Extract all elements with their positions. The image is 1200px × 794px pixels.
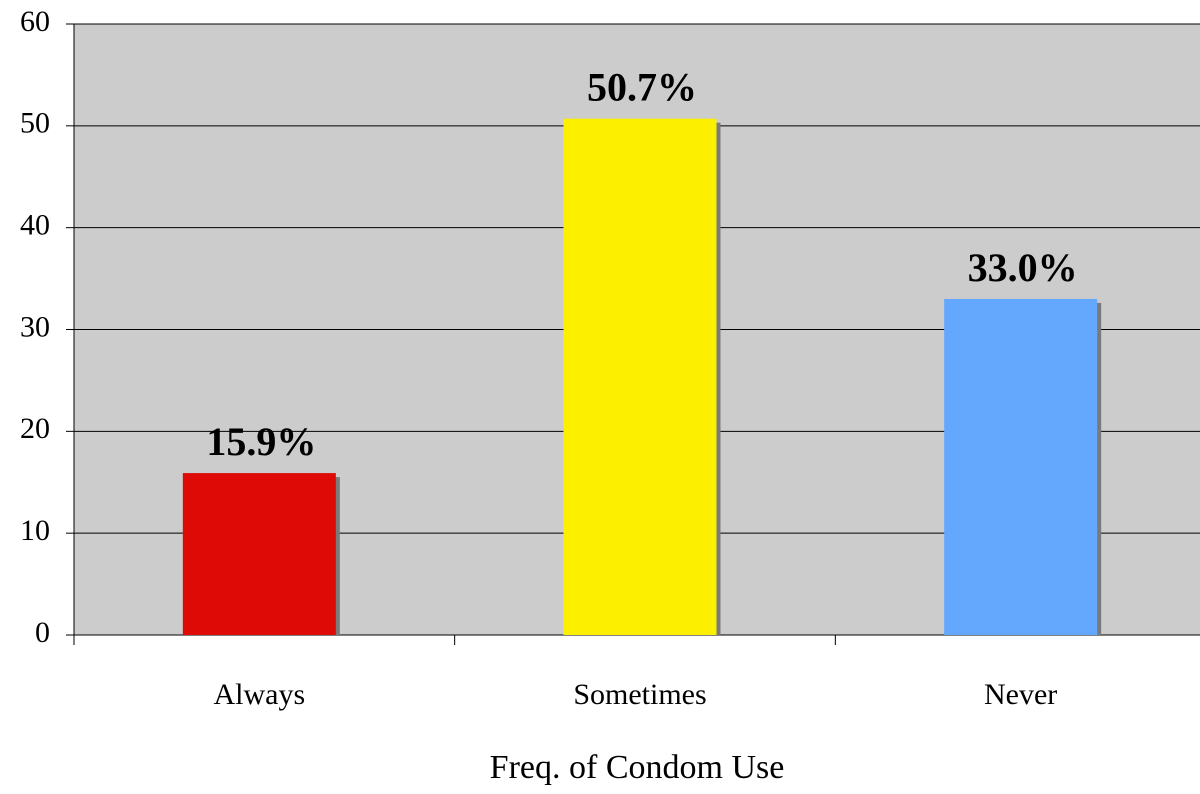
x-tick-label: Always <box>214 678 306 711</box>
y-tick-label: 0 <box>35 616 50 649</box>
x-tick-label: Never <box>984 678 1057 711</box>
bar <box>563 118 717 635</box>
value-label: 15.9% <box>206 419 316 464</box>
y-tick-label: 50 <box>20 107 50 140</box>
x-axis-title: Freq. of Condom Use <box>490 749 785 786</box>
x-tick-label: Sometimes <box>573 678 706 711</box>
value-label: 50.7% <box>587 65 697 110</box>
y-tick-label: 10 <box>20 514 50 547</box>
y-tick-label: 30 <box>20 310 50 343</box>
y-tick-label: 40 <box>20 209 50 242</box>
bar <box>944 298 1098 635</box>
y-tick-label: 20 <box>20 412 50 445</box>
y-tick-label: 60 <box>20 5 50 38</box>
bar <box>182 473 336 635</box>
value-label: 33.0% <box>968 245 1078 290</box>
